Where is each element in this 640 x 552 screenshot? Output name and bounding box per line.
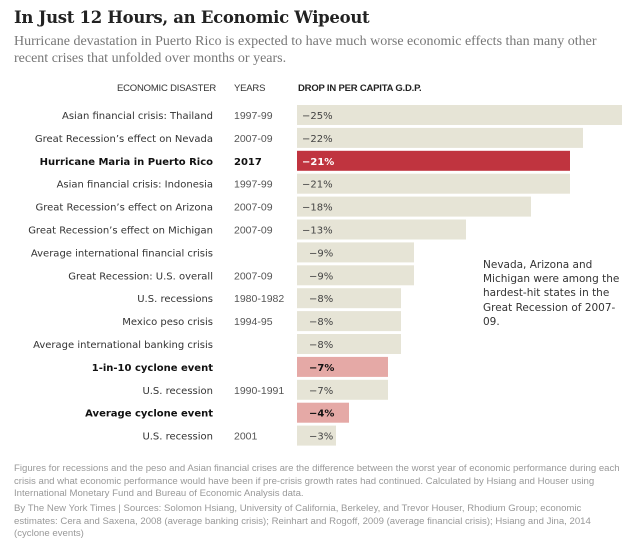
- category-label: Asian financial crisis: Thailand: [62, 111, 213, 122]
- category-label: Great Recession’s effect on Arizona: [35, 203, 213, 214]
- bar: [297, 425, 336, 446]
- bar-value-label: −7%: [309, 363, 334, 374]
- category-label: Mexico peso crisis: [122, 317, 213, 328]
- category-label: U.S. recession: [142, 432, 213, 443]
- bar: [297, 265, 414, 286]
- year-label: 2007-09: [234, 225, 273, 237]
- category-label: Asian financial crisis: Indonesia: [57, 180, 213, 191]
- bar: [297, 334, 401, 354]
- category-label: Average international banking crisis: [33, 340, 213, 351]
- annotation-note: Nevada, Arizona and Michigan were among …: [483, 259, 620, 328]
- year-label: 1994-95: [234, 316, 273, 328]
- bar: [297, 196, 531, 217]
- chart-title: In Just 12 Hours, an Economic Wipeout: [14, 8, 370, 27]
- bar-value-label: −13%: [302, 226, 333, 237]
- year-label: 2007-09: [234, 133, 273, 145]
- category-label: Great Recession: U.S. overall: [68, 271, 213, 282]
- year-label: 1980-1982: [234, 293, 284, 305]
- bar: [297, 127, 583, 148]
- bar-value-label: −25%: [302, 111, 333, 122]
- year-label: 1990-1991: [234, 385, 284, 397]
- column-header-drop: DROP IN PER CAPITA G.D.P.: [298, 83, 422, 94]
- bar-value-label: −4%: [309, 409, 334, 420]
- bar: [297, 379, 388, 400]
- bar-value-label: −21%: [302, 157, 334, 168]
- bar: [297, 356, 388, 377]
- year-label: 2007-09: [234, 202, 273, 214]
- year-label: 2007-09: [234, 270, 273, 282]
- year-label: 1997-99: [234, 179, 273, 191]
- bar-value-label: −9%: [309, 271, 333, 282]
- column-header-disaster: ECONOMIC DISASTER: [117, 83, 216, 94]
- year-label: 2017: [234, 157, 262, 168]
- category-label: U.S. recessions: [137, 294, 213, 305]
- bar-value-label: −18%: [302, 203, 333, 214]
- bar-value-label: −8%: [309, 294, 333, 305]
- category-label: Great Recession’s effect on Nevada: [35, 134, 213, 145]
- bar: [297, 242, 414, 263]
- bar-value-label: −21%: [302, 180, 333, 191]
- bar: [297, 402, 349, 423]
- category-label: Great Recession’s effect on Michigan: [28, 226, 213, 237]
- bar-value-label: −9%: [309, 248, 333, 259]
- category-label: U.S. recession: [142, 386, 213, 397]
- bar-chart: Asian financial crisis: Thailand 1997-99 −…: [28, 105, 622, 446]
- category-label: Hurricane Maria in Puerto Rico: [40, 157, 214, 168]
- bar: [297, 150, 570, 171]
- bar-value-label: −8%: [309, 340, 333, 351]
- column-header-years: YEARS: [234, 83, 266, 94]
- bar: [297, 311, 401, 332]
- bar-value-label: −3%: [309, 432, 333, 443]
- bar-value-label: −22%: [302, 134, 333, 145]
- footnote-method: Figures for recessions and the peso and …: [14, 463, 620, 499]
- footnote-sources: By The New York Times | Sources: Solomon…: [14, 503, 591, 539]
- year-label: 2001: [234, 431, 258, 443]
- category-label: Average cyclone event: [85, 409, 213, 420]
- bar: [297, 219, 466, 240]
- chart-subtitle: Hurricane devastation in Puerto Rico is …: [14, 34, 597, 66]
- category-label: Average international financial crisis: [31, 248, 213, 259]
- bar-value-label: −8%: [309, 317, 333, 328]
- bar: [297, 105, 622, 125]
- year-label: 1997-99: [234, 110, 273, 122]
- bar: [297, 288, 401, 309]
- bar-value-label: −7%: [309, 386, 333, 397]
- category-label: 1-in-10 cyclone event: [92, 363, 213, 374]
- bar: [297, 173, 570, 194]
